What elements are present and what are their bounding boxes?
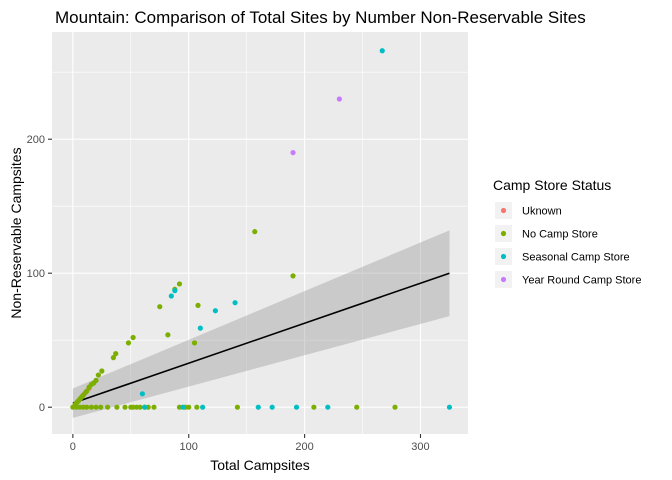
legend-label: No Camp Store xyxy=(522,229,598,241)
data-point xyxy=(197,325,203,331)
y-tick-label: 0 xyxy=(39,402,45,414)
data-point xyxy=(194,404,200,410)
plot-panel xyxy=(52,32,468,434)
data-point xyxy=(125,340,132,346)
data-point xyxy=(293,404,300,410)
data-point xyxy=(151,404,157,410)
data-point xyxy=(325,404,331,410)
data-point xyxy=(98,404,104,410)
data-point xyxy=(234,404,241,410)
legend-key-dot xyxy=(500,253,507,260)
data-point xyxy=(195,302,201,308)
data-point xyxy=(269,404,275,410)
data-point xyxy=(165,332,171,338)
data-point xyxy=(252,229,258,235)
data-point xyxy=(99,368,105,374)
legend-label: Year Round Camp Store xyxy=(522,275,641,287)
data-point xyxy=(255,404,261,410)
legend-label: Uknown xyxy=(522,206,562,218)
data-point xyxy=(84,388,90,394)
data-point xyxy=(354,404,360,410)
data-point xyxy=(336,96,342,102)
data-point xyxy=(95,372,101,378)
legend-key-dot xyxy=(500,276,507,283)
data-point xyxy=(110,355,117,361)
data-point xyxy=(168,293,174,299)
x-tick-label: 0 xyxy=(70,441,76,453)
data-point xyxy=(137,404,143,410)
data-point xyxy=(212,308,218,314)
data-point xyxy=(290,150,296,156)
x-tick-label: 100 xyxy=(180,441,198,453)
data-point xyxy=(200,404,206,410)
data-point xyxy=(186,404,192,410)
x-axis-title: Total Campsites xyxy=(210,457,310,473)
y-tick-label: 100 xyxy=(27,268,45,280)
chart-title: Mountain: Comparison of Total Sites by N… xyxy=(55,8,586,27)
data-point xyxy=(191,340,198,346)
data-point xyxy=(139,391,145,397)
data-point xyxy=(122,404,128,410)
data-point xyxy=(180,404,186,410)
data-point xyxy=(142,404,148,410)
trend-line xyxy=(72,272,450,404)
legend: Camp Store Status Uknown No Camp Store Sea… xyxy=(493,177,641,288)
data-point xyxy=(93,404,99,410)
data-point xyxy=(446,404,453,410)
y-axis-title: Non-Reservable Campsites xyxy=(8,147,24,318)
data-point xyxy=(105,404,111,410)
data-point xyxy=(84,404,90,410)
data-points xyxy=(70,48,453,410)
data-point xyxy=(172,288,178,294)
data-point xyxy=(176,281,183,287)
legend-label: Seasonal Camp Store xyxy=(522,252,630,264)
data-point xyxy=(157,304,163,310)
x-tick-label: 300 xyxy=(411,441,429,453)
y-tick-label: 200 xyxy=(27,134,45,146)
x-tick-label: 200 xyxy=(295,441,313,453)
data-point xyxy=(113,351,119,357)
data-point xyxy=(88,404,94,410)
data-point xyxy=(130,334,136,341)
data-point xyxy=(290,273,296,279)
data-point xyxy=(232,300,238,306)
legend-key-dot xyxy=(500,230,507,237)
data-point xyxy=(392,404,398,410)
legend-title: Camp Store Status xyxy=(493,177,611,193)
legend-key-dot xyxy=(500,207,507,214)
data-point xyxy=(114,404,120,410)
data-point xyxy=(379,48,385,54)
data-point xyxy=(93,377,99,383)
axis-ticks: 0 100 200 300 0 100 200 xyxy=(27,134,430,453)
data-point xyxy=(311,404,317,410)
